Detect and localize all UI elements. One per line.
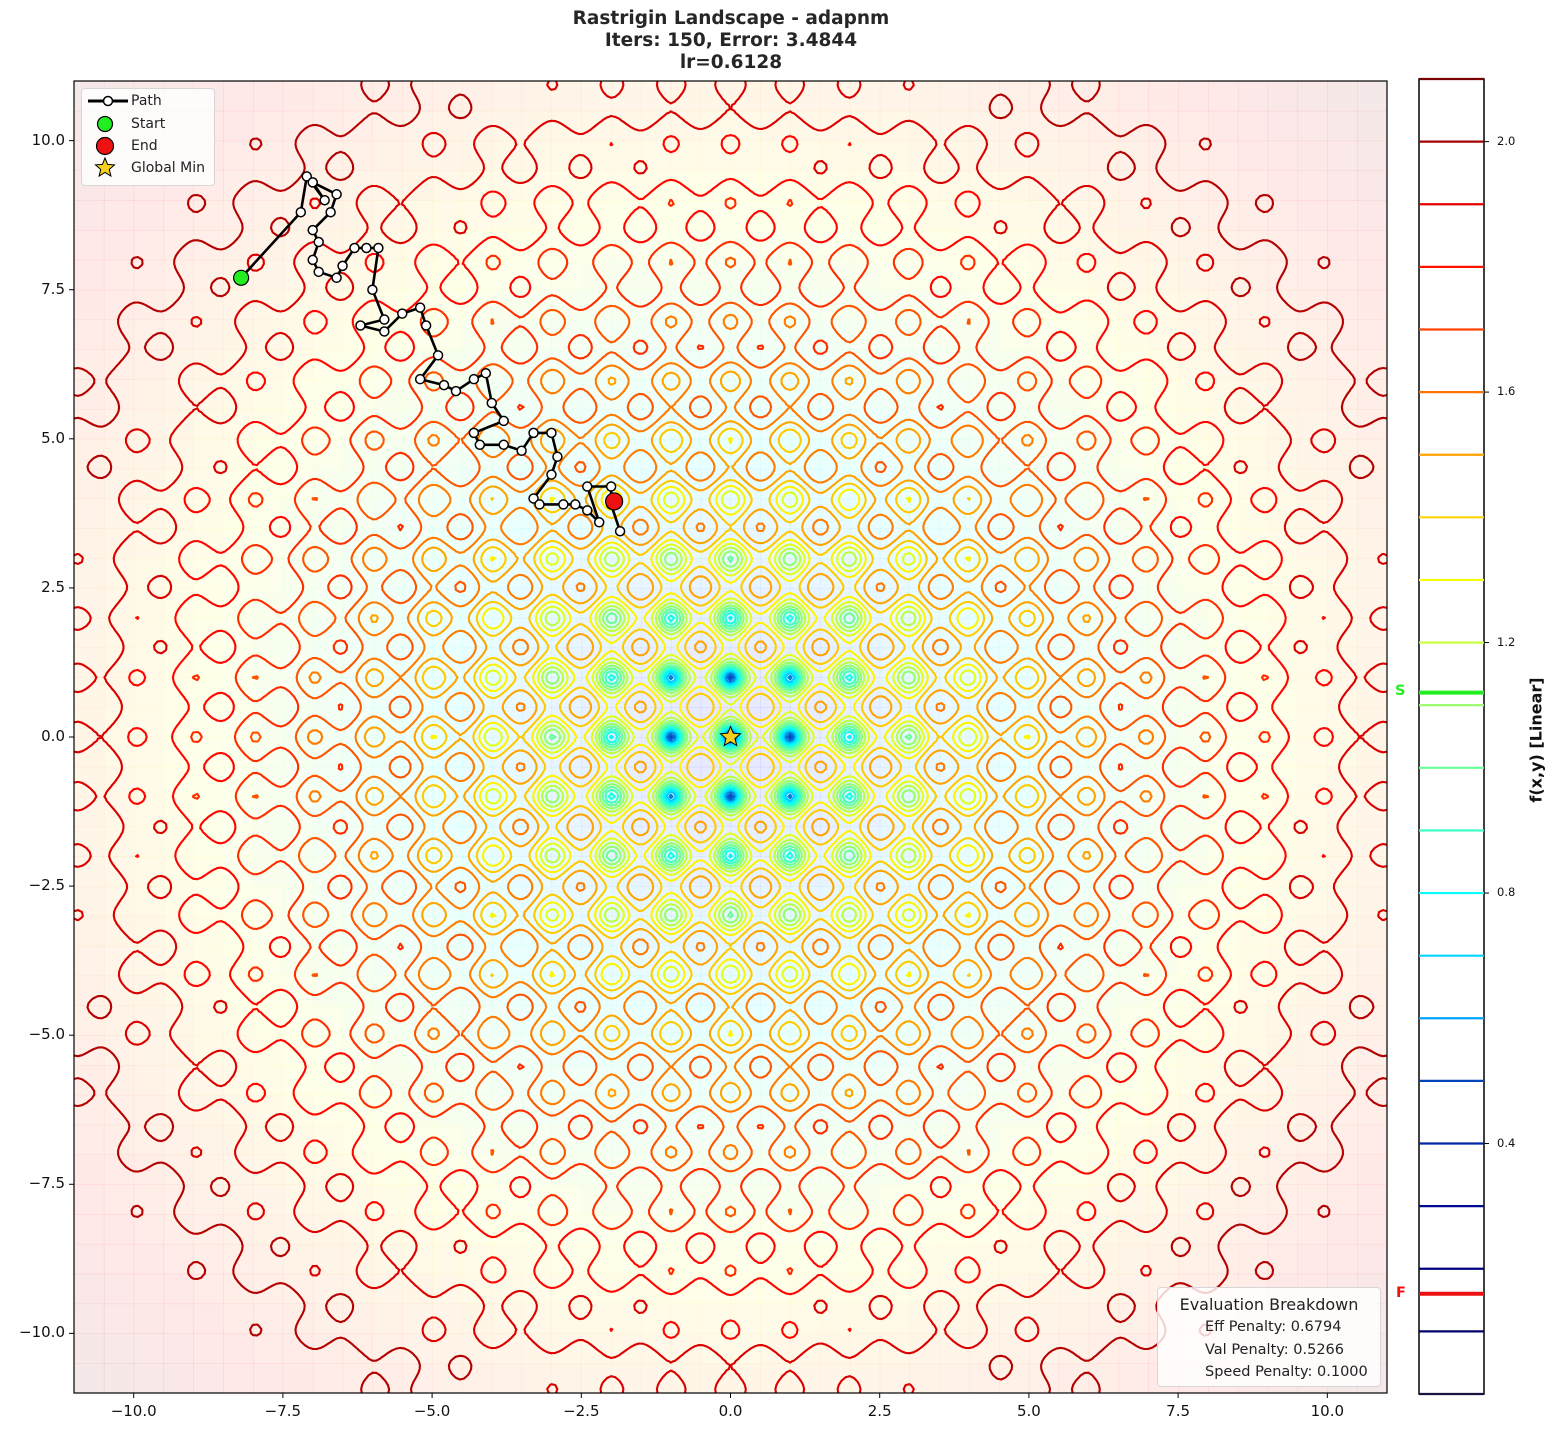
colorbar-tick-label: 2.0 bbox=[1497, 133, 1516, 148]
y-tick-label: 2.5 bbox=[41, 577, 65, 596]
speed-penalty: Speed Penalty: 0.1000 bbox=[1205, 1364, 1368, 1380]
colorbar bbox=[1418, 77, 1489, 1396]
x-tick-label: 10.0 bbox=[1310, 1402, 1345, 1420]
y-tick-label: −7.5 bbox=[28, 1174, 65, 1193]
x-tick-label: 7.5 bbox=[1166, 1402, 1191, 1420]
colorbar-tick-label: 0.4 bbox=[1497, 1135, 1516, 1150]
path-line-icon bbox=[88, 95, 128, 107]
y-tick-label: 0.0 bbox=[41, 727, 65, 745]
colorbar-label: f(x,y) [Linear] bbox=[1526, 677, 1546, 803]
colorbar-tick-label: 1.2 bbox=[1497, 634, 1516, 649]
optimizer-path bbox=[233, 171, 742, 747]
x-tick-label: −2.5 bbox=[563, 1402, 600, 1420]
val-penalty: Val Penalty: 0.5266 bbox=[1205, 1342, 1345, 1358]
evaluation-title: Evaluation Breakdown bbox=[1179, 1295, 1359, 1314]
x-tick-label: −5.0 bbox=[413, 1402, 451, 1420]
star-icon bbox=[94, 156, 116, 178]
y-tick-label: 7.5 bbox=[41, 279, 65, 298]
title-line-1: Rastrigin Landscape - adapnm bbox=[572, 8, 890, 29]
contour-lines bbox=[74, 81, 1387, 1393]
colorbar-tick-label: 0.8 bbox=[1497, 885, 1516, 900]
start-circle-icon bbox=[96, 115, 114, 133]
eff-penalty: Eff Penalty: 0.6794 bbox=[1205, 1319, 1342, 1335]
x-tick-label: 5.0 bbox=[1016, 1402, 1041, 1420]
x-tick-label: 0.0 bbox=[718, 1402, 743, 1420]
y-tick-label: −10.0 bbox=[19, 1323, 65, 1342]
y-tick-label: 5.0 bbox=[41, 428, 65, 447]
legend: Path Start End Global Min bbox=[81, 88, 215, 186]
legend-label-global-min: Global Min bbox=[131, 160, 205, 176]
axis-ticks bbox=[69, 140, 1328, 1398]
title-line-3: lr=0.6128 bbox=[679, 52, 783, 73]
x-tick-label: −7.5 bbox=[264, 1402, 302, 1420]
legend-label-path: Path bbox=[131, 93, 162, 109]
y-tick-label: −2.5 bbox=[28, 876, 65, 895]
legend-label-start: Start bbox=[131, 116, 166, 132]
colorbar-final-marker-label: F bbox=[1396, 1285, 1406, 1301]
x-tick-label: −10.0 bbox=[110, 1402, 157, 1420]
chart-title: Rastrigin Landscape - adapnm Iters: 150,… bbox=[331, 8, 1131, 74]
x-tick-label: 2.5 bbox=[867, 1402, 892, 1420]
colorbar-start-marker-label: S bbox=[1395, 683, 1406, 699]
y-tick-label: −5.0 bbox=[28, 1025, 65, 1044]
evaluation-breakdown-box: Evaluation Breakdown Eff Penalty: 0.6794… bbox=[1157, 1287, 1381, 1387]
end-circle-icon bbox=[95, 136, 115, 156]
y-tick-label: 10.0 bbox=[31, 130, 65, 149]
title-line-2: Iters: 150, Error: 3.4844 bbox=[604, 30, 858, 51]
colorbar-tick-label: 1.6 bbox=[1497, 384, 1516, 399]
legend-label-end: End bbox=[131, 138, 158, 154]
